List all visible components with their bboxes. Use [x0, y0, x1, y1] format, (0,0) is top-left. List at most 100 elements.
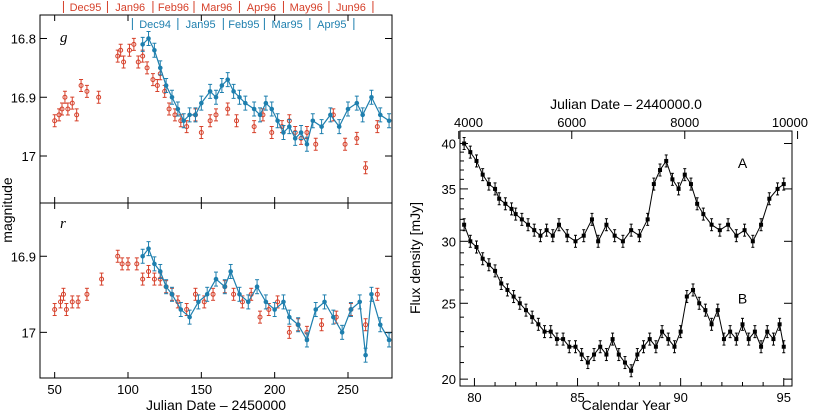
g-point-red	[184, 124, 190, 130]
g-point-red	[251, 124, 257, 130]
flux-x-tick-label: 80	[467, 390, 481, 405]
month-label-red: Apr96	[247, 2, 276, 14]
month-label-blue: Dec94	[139, 19, 171, 31]
flux-top-x-tick-label: 10000	[772, 115, 808, 130]
g-y-tick-label: 17	[22, 149, 36, 164]
g-point-red	[65, 106, 71, 112]
g-point-red	[304, 130, 310, 135]
month-label-blue: Feb95	[228, 19, 259, 31]
top-julian-date-axis-title: Julian Date – 2440000.0	[550, 96, 702, 112]
r-y-tick-label: 17	[22, 325, 36, 340]
r-point-red	[266, 307, 272, 313]
r-point-red	[125, 261, 131, 267]
month-label-red: Feb96	[158, 2, 189, 14]
r-point-red	[275, 299, 281, 305]
month-label-blue: Jan95	[186, 19, 216, 31]
g-axis-ticks: 16.8 16.9 17	[11, 15, 392, 203]
flux-data-points	[462, 137, 786, 378]
r-point-red	[115, 253, 121, 259]
month-label-red: Jan96	[115, 2, 145, 14]
flux-y-tick-label: 30	[442, 234, 456, 249]
r-point-red	[84, 291, 90, 297]
r-band-light-curve: 16.9 17 50 100 150 200 250 r	[11, 202, 393, 397]
r-point-red	[374, 291, 380, 297]
g-panel-label: g	[60, 30, 68, 46]
r-point-red	[286, 329, 292, 335]
r-point-red	[134, 261, 140, 267]
month-label-red: Dec95	[70, 2, 102, 14]
r-point-red	[119, 261, 125, 267]
r-series-line-blue	[142, 247, 390, 356]
g-data-points	[52, 31, 392, 175]
g-top-month-ticks: Dec95 Jan96 Feb96 Mar96 Apr96 May96 Jun96 Dec94…	[62, 1, 374, 31]
g-point-red	[84, 88, 90, 94]
g-point-red	[131, 41, 137, 47]
r-y-tick-label: 16.9	[11, 249, 36, 264]
flux-top-x-tick-label: 4000	[454, 115, 483, 130]
r-x-tick-label: 250	[337, 382, 359, 397]
r-point-red	[58, 299, 64, 305]
g-point-red	[313, 141, 319, 147]
r-point-red	[99, 276, 105, 282]
flux-series-label-B: B	[738, 290, 747, 306]
flux-panel-frame	[459, 130, 793, 387]
r-point-red	[210, 291, 216, 297]
flux-y-tick-label: 35	[442, 182, 456, 197]
flux-x-tick-label: 95	[777, 390, 791, 405]
r-point-red	[60, 291, 66, 297]
flux-axis-ticks: 20 25 30 35 40 80 85 90 95 4000 6000 8000 10000	[442, 115, 808, 405]
month-label-blue: Mar95	[272, 19, 303, 31]
r-point-red	[184, 307, 190, 313]
r-point-red	[140, 276, 146, 282]
flux-y-tick-label: 20	[442, 372, 456, 387]
g-point-red	[144, 65, 150, 71]
g-point-red	[121, 59, 127, 65]
g-point-red	[213, 112, 219, 118]
g-point-red	[342, 141, 348, 147]
r-point-red	[319, 322, 325, 328]
r-point-red	[192, 291, 198, 297]
flux-series-line-A	[463, 143, 785, 243]
g-point-red	[59, 106, 65, 112]
r-point-red	[231, 291, 237, 297]
flux-top-x-tick-label: 8000	[670, 115, 699, 130]
r-point-red	[75, 299, 81, 305]
g-point-red	[374, 124, 380, 130]
g-point-red	[363, 165, 369, 171]
g-point-red	[198, 130, 204, 135]
r-point-red	[257, 314, 263, 320]
r-point-red	[151, 276, 157, 282]
flux-top-x-tick-label: 6000	[557, 115, 586, 130]
g-point-red	[207, 118, 213, 124]
r-x-tick-label: 50	[47, 382, 61, 397]
g-point-red	[140, 53, 146, 59]
r-x-tick-label: 150	[190, 382, 212, 397]
month-label-red: May96	[290, 2, 323, 14]
g-point-red	[154, 83, 160, 88]
g-point-red	[150, 77, 156, 83]
r-point-red	[52, 307, 58, 313]
g-band-light-curve: Dec95 Jan96 Feb96 Mar96 Apr96 May96 Jun96 Dec94…	[11, 1, 393, 204]
r-x-tick-label: 200	[264, 382, 286, 397]
r-point-red	[201, 299, 207, 305]
g-point-red	[225, 106, 231, 112]
flux-y-tick-label: 25	[442, 296, 456, 311]
flux-x-tick-label: 85	[570, 390, 584, 405]
r-data-points	[52, 241, 392, 363]
g-point-red	[74, 112, 80, 118]
g-point-red	[118, 47, 124, 53]
g-point-red	[96, 94, 102, 100]
magnitude-axis-title: magnitude	[0, 177, 15, 243]
r-point-red	[146, 268, 152, 274]
calendar-year-axis-title: Calendar Year	[582, 397, 671, 413]
g-y-tick-label: 16.8	[11, 32, 36, 47]
flux-series-line-B	[463, 224, 785, 372]
g-point-red	[162, 88, 168, 94]
g-point-red	[135, 59, 141, 65]
flux-series-label-A: A	[738, 155, 748, 171]
g-point-red	[172, 112, 178, 118]
g-point-red	[269, 130, 275, 135]
flux-density-axis-title: Flux density [mJy]	[407, 202, 423, 314]
flux-x-tick-label: 90	[673, 390, 687, 405]
